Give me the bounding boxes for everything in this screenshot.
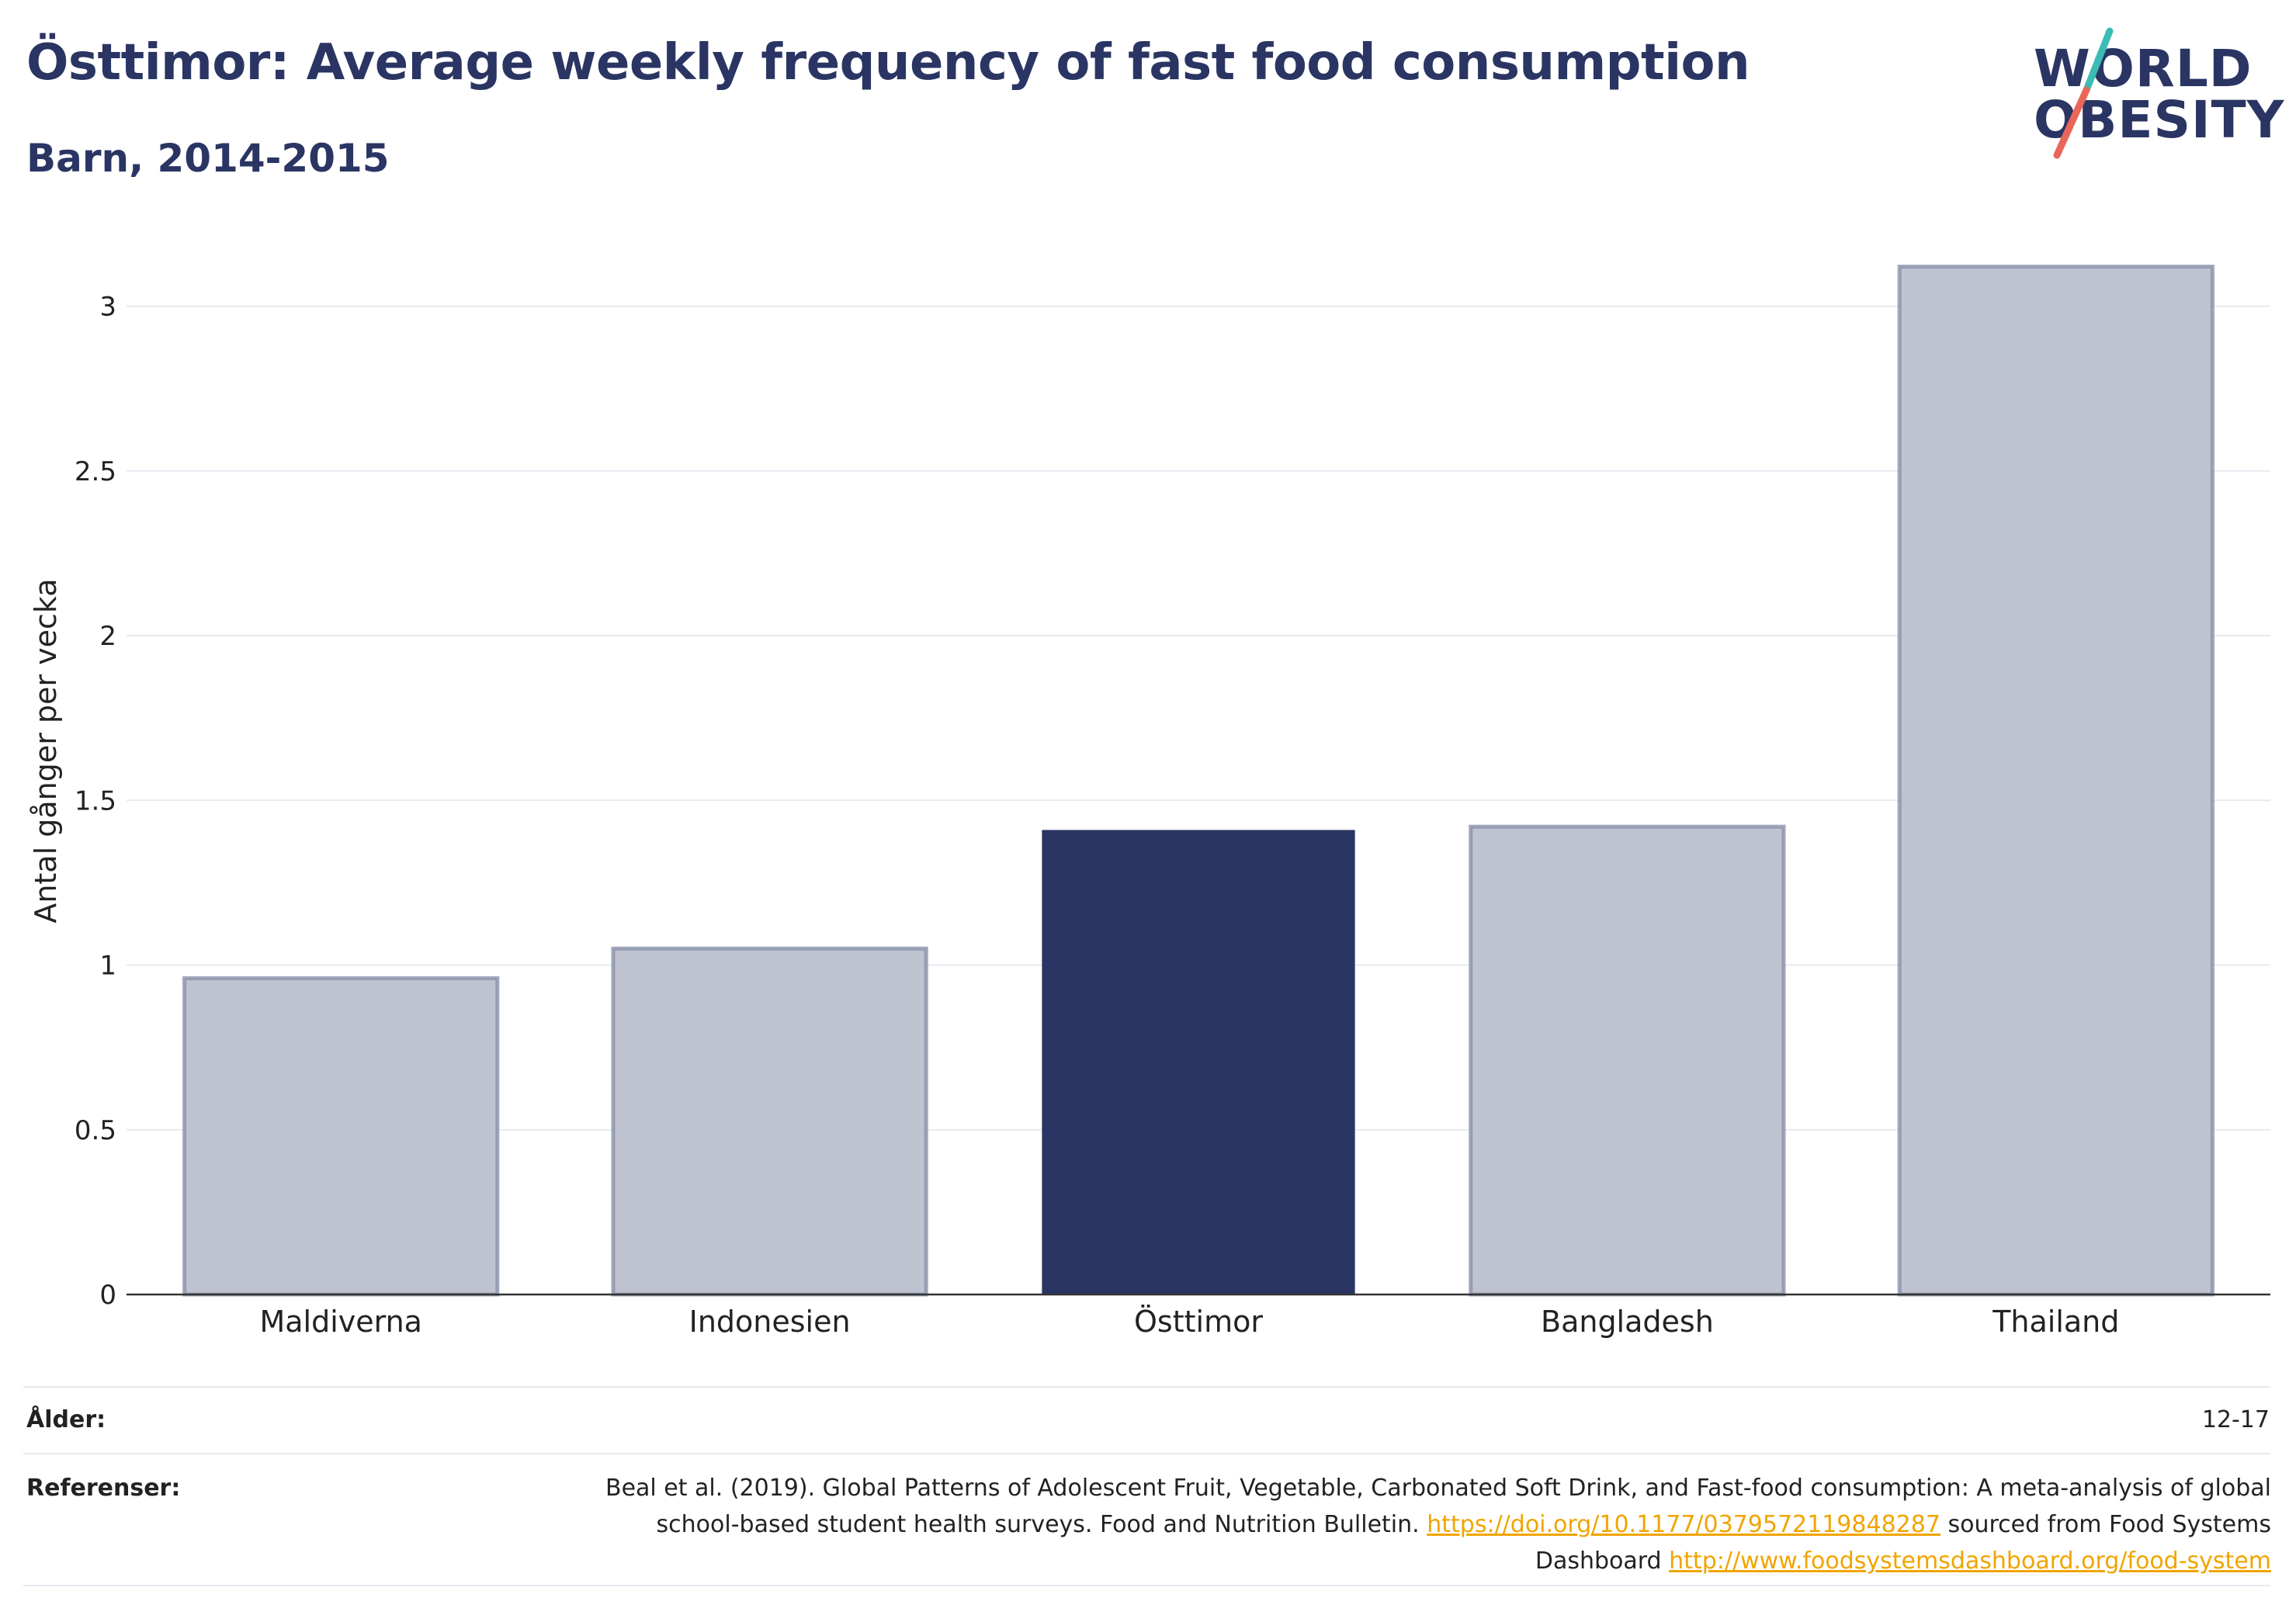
world-obesity-logo: WORLD OBESITY bbox=[2018, 23, 2284, 163]
y-tick-label: 0 bbox=[99, 1280, 116, 1311]
category-label: Indonesien bbox=[689, 1305, 851, 1339]
bar-östtimor[interactable] bbox=[1042, 830, 1355, 1294]
y-tick-label: 0.5 bbox=[75, 1115, 116, 1146]
chart-subtitle: Barn, 2014-2015 bbox=[26, 136, 390, 181]
y-tick-label: 3 bbox=[99, 292, 116, 323]
reference-citation: Beal et al. (2019). Global Patterns of A… bbox=[605, 1475, 2271, 1538]
age-label: Ålder: bbox=[26, 1406, 106, 1433]
doi-link[interactable]: https://doi.org/10.1177/0379572119848287 bbox=[1427, 1511, 1941, 1538]
bar-thailand[interactable] bbox=[1897, 265, 2214, 1297]
bar-indonesien[interactable] bbox=[611, 946, 928, 1297]
food-systems-link[interactable]: http://www.foodsystemsdashboard.org/food… bbox=[1669, 1547, 2271, 1575]
footer-divider-bottom bbox=[23, 1585, 2270, 1586]
bar-chart: 0 0.5 1 1.5 2 2.5 3 Maldiverna Indonesien Östtim… bbox=[29, 265, 2270, 1339]
y-tick-label: 1 bbox=[99, 951, 116, 982]
category-labels: Maldiverna Indonesien Östtimor Bangladesh Th… bbox=[259, 1305, 2119, 1339]
y-axis-title: Antal gånger per vecka bbox=[29, 578, 63, 923]
y-axis-ticks: 0 0.5 1 1.5 2 2.5 3 bbox=[75, 292, 116, 1312]
age-value: 12-17 bbox=[2201, 1406, 2270, 1433]
reference-source: sourced from Food Systems Dashboard bbox=[1535, 1511, 2271, 1575]
bar-maldiverna[interactable] bbox=[182, 976, 500, 1297]
logo-line-1: WORLD bbox=[2034, 39, 2253, 99]
y-tick-label: 1.5 bbox=[75, 785, 116, 816]
category-label: Bangladesh bbox=[1541, 1305, 1714, 1339]
category-label: Östtimor bbox=[1134, 1305, 1263, 1339]
footer-divider-middle bbox=[23, 1453, 2270, 1454]
y-tick-label: 2.5 bbox=[75, 456, 116, 487]
category-label: Maldiverna bbox=[259, 1305, 422, 1339]
chart-title: Östtimor: Average weekly frequency of fa… bbox=[26, 34, 1750, 92]
category-label: Thailand bbox=[1992, 1305, 2119, 1339]
bar-bangladesh[interactable] bbox=[1469, 824, 1786, 1297]
bars bbox=[182, 265, 2214, 1297]
footer-divider-top bbox=[23, 1386, 2270, 1388]
references-text: Beal et al. (2019). Global Patterns of A… bbox=[602, 1470, 2271, 1579]
y-tick-label: 2 bbox=[99, 621, 116, 652]
references-label: Referenser: bbox=[26, 1475, 181, 1502]
logo-slash-icon bbox=[2053, 27, 2114, 159]
